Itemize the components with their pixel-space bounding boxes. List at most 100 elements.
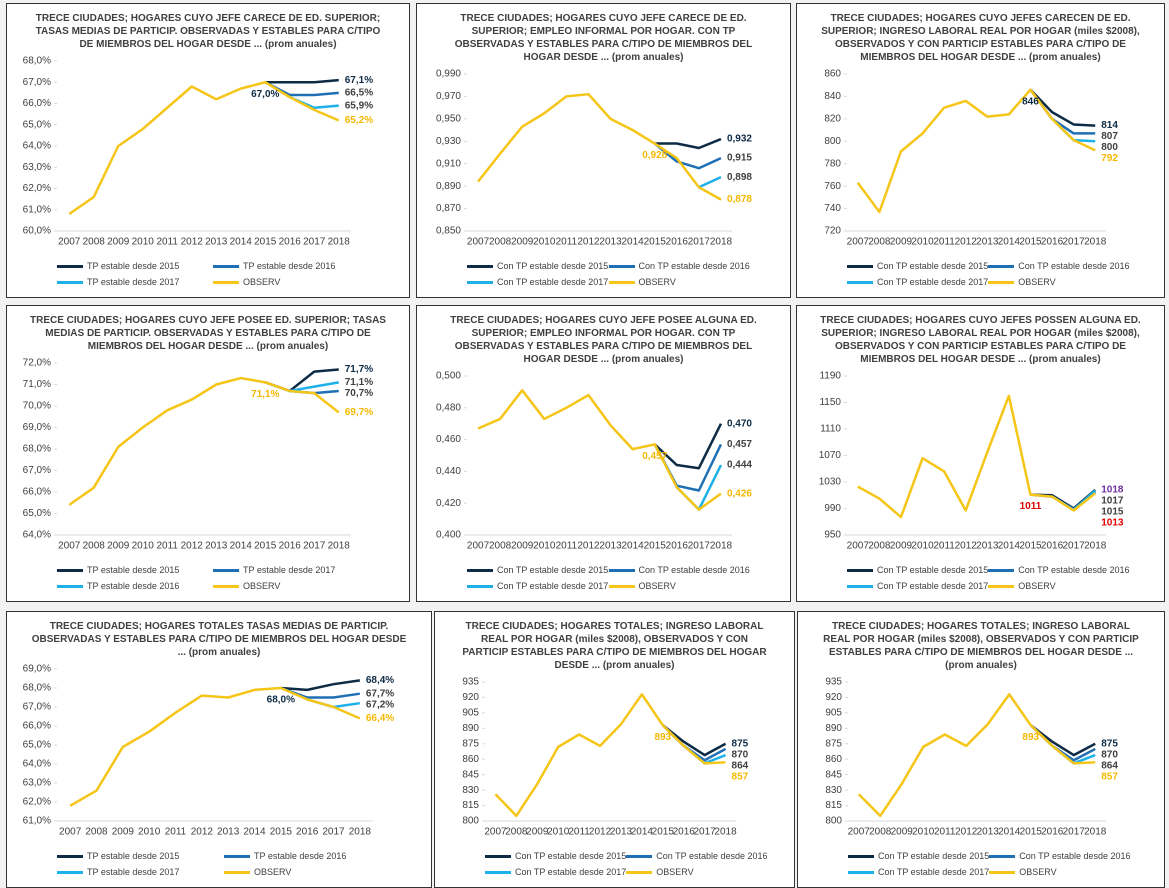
x-tick-label: 2010 [533, 237, 556, 248]
legend-label: Con TP estable desde 2015 [877, 261, 989, 271]
x-tick-label: 2012 [181, 237, 204, 248]
y-tick-label: 830 [462, 785, 479, 796]
legend-swatch [988, 264, 1015, 268]
legend-swatch [57, 264, 83, 268]
legend: Con TP estable desde 2015 Con TP estable … [797, 251, 1164, 297]
x-tick-label: 2007 [467, 237, 490, 248]
legend-label: TP estable desde 2015 [87, 261, 180, 271]
plot-area: 0,400 0,420 0,440 0,460 0,480 0,500 2007 2008 20… [417, 368, 790, 555]
x-tick-label: 2012 [589, 827, 612, 838]
chart: 720 740 760 780 800 820 840 860 2007 2008 2009 2010… [824, 69, 1118, 248]
legend-label: Con TP estable desde 2016 [1018, 261, 1130, 271]
y-tick-label: 62,0% [23, 183, 51, 194]
data-label: 0,928 [642, 150, 667, 161]
chart-panel: TRECE CIUDADES; HOGARES CUYO JEFE POSEE … [6, 305, 410, 602]
series-line [68, 81, 340, 216]
chart-title: TRECE CIUDADES; HOGARES CUYO JEFE POSEE … [30, 315, 386, 352]
x-tick-label: 2017 [1063, 541, 1086, 552]
y-tick-label: 72,0% [23, 358, 51, 369]
legend-item: TP estable desde 2015 [57, 851, 224, 861]
data-label: 0,932 [727, 134, 752, 145]
data-label: 0,898 [727, 172, 752, 183]
y-tick-label: 66,0% [23, 721, 51, 732]
y-tick-label: 0,480 [436, 402, 461, 413]
y-tick-label: 65,0% [23, 119, 51, 130]
legend-label: Con TP estable desde 2016 [638, 565, 750, 575]
x-tick-label: 2016 [673, 827, 696, 838]
x-tick-label: 2013 [205, 541, 228, 552]
data-label: 864 [732, 760, 749, 771]
chart-panel: TRECE CIUDADES; HOGARES TOTALES; INGRESO… [797, 611, 1165, 888]
series-line [1029, 724, 1096, 757]
legend-item: Con TP estable desde 2016 [626, 851, 768, 861]
chart: 0,850 0,870 0,890 0,910 0,930 0,950 0,970 0,990… [436, 69, 752, 248]
x-tick-label: 2008 [83, 541, 106, 552]
legend-swatch [467, 280, 493, 284]
x-tick-label: 2014 [622, 237, 645, 248]
legend-label: OBSERV [243, 277, 281, 287]
legend: Con TP estable desde 2015 Con TP estable … [798, 841, 1164, 887]
series-line [856, 88, 1096, 214]
legend-swatch [848, 870, 874, 874]
legend-label: Con TP estable desde 2015 [497, 261, 609, 271]
y-tick-label: 800 [825, 816, 842, 827]
data-label: 1015 [1101, 507, 1124, 518]
x-tick-label: 2017 [688, 237, 711, 248]
legend-label: TP estable desde 2017 [87, 277, 180, 287]
x-tick-label: 2007 [484, 827, 507, 838]
legend-item: Con TP estable desde 2015 [848, 851, 989, 861]
data-label: 67,1% [345, 75, 373, 86]
y-tick-label: 1030 [819, 477, 842, 488]
y-tick-label: 67,0% [23, 77, 51, 88]
chart: 60,0% 61,0% 62,0% 63,0% 64,0% 65,0% 66,0% 67,0%… [23, 56, 374, 248]
chart-title: TRECE CIUDADES; HOGARES TOTALES TASAS ME… [31, 621, 407, 658]
chart-title: TRECE CIUDADES; HOGARES CUYO JEFE CARECE… [454, 13, 753, 63]
legend-swatch [467, 584, 493, 588]
y-tick-label: 800 [824, 136, 841, 147]
legend-item: Con TP estable desde 2016 [989, 851, 1131, 861]
chart-panel: TRECE CIUDADES; HOGARES CUYO JEFES POSSE… [796, 305, 1165, 602]
legend-label: Con TP estable desde 2016 [1018, 565, 1130, 575]
data-label: 65,2% [345, 115, 373, 126]
x-tick-label: 2017 [688, 541, 711, 552]
data-label: 857 [732, 771, 749, 782]
data-label: 857 [1101, 771, 1118, 782]
series-line [477, 389, 722, 511]
x-tick-label: 2009 [107, 237, 130, 248]
legend-item: Con TP estable desde 2015 [847, 565, 988, 575]
x-tick-label: 2013 [599, 237, 622, 248]
legend-label: Con TP estable desde 2017 [515, 867, 627, 877]
y-tick-label: 860 [825, 754, 842, 765]
x-tick-label: 2010 [912, 827, 935, 838]
x-tick-label: 2010 [132, 541, 155, 552]
x-tick-label: 2007 [467, 541, 490, 552]
legend-swatch [608, 280, 635, 284]
y-tick-label: 1070 [819, 450, 842, 461]
series-line [857, 693, 1096, 818]
x-tick-label: 2008 [869, 827, 892, 838]
x-tick-label: 2017 [322, 827, 345, 838]
data-label: 875 [1101, 738, 1118, 749]
legend-item: Con TP estable desde 2015 [467, 261, 609, 271]
legend-label: TP estable desde 2017 [87, 867, 180, 877]
data-label: 0,457 [727, 439, 752, 450]
legend-label: Con TP estable desde 2017 [878, 867, 990, 877]
y-tick-label: 830 [825, 785, 842, 796]
plot-area: 61,0% 62,0% 63,0% 64,0% 65,0% 66,0% 67,0% 68,0%… [7, 661, 431, 841]
legend-swatch [485, 854, 511, 858]
data-label: 65,9% [345, 100, 373, 111]
x-tick-label: 2017 [1063, 827, 1086, 838]
series-line [289, 95, 339, 109]
x-tick-label: 2010 [911, 237, 934, 248]
x-tick-label: 2010 [533, 541, 556, 552]
plot-area: 60,0% 61,0% 62,0% 63,0% 64,0% 65,0% 66,0% 67,0%… [7, 53, 409, 251]
legend-item: Con TP estable desde 2016 [988, 261, 1130, 271]
legend-swatch [608, 584, 635, 588]
y-tick-label: 67,0% [23, 465, 51, 476]
series-line [654, 137, 722, 150]
y-tick-label: 64,0% [23, 141, 51, 152]
x-tick-label: 2014 [230, 237, 253, 248]
y-tick-label: 875 [825, 738, 842, 749]
data-label: 0,470 [727, 418, 752, 429]
